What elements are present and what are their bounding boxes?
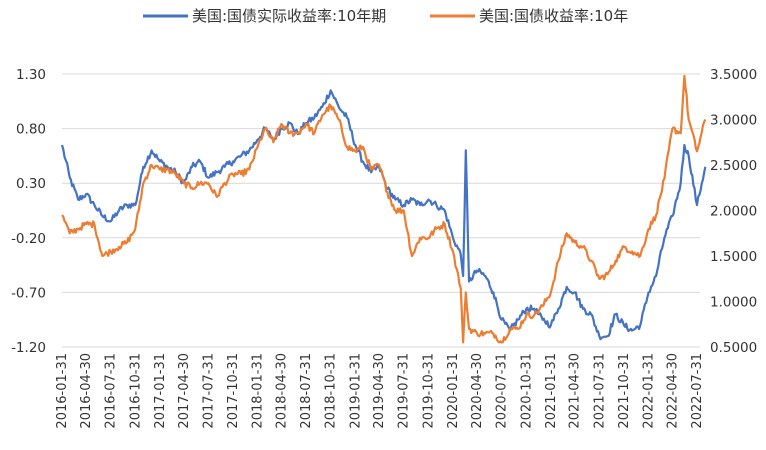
x-tick-label: 2022-04-30 xyxy=(665,353,680,429)
x-tick-label: 2020-10-31 xyxy=(519,353,534,429)
y-axis-right: 3.5000 3.0000 2.5000 2.0000 1.5000 1.0000 0.50… xyxy=(710,67,757,356)
x-tick-label: 2016-04-30 xyxy=(79,353,94,429)
x-tick-label: 2021-10-31 xyxy=(617,353,632,429)
series-line-0 xyxy=(60,89,707,341)
x-axis: 2016-01-31 2016-04-30 2016-07-31 2016-10-31… xyxy=(55,353,705,429)
legend-label-nominal-yield: 美国:国债收益率:10年 xyxy=(479,7,628,25)
series-line-1 xyxy=(61,74,707,344)
x-tick-label: 2020-04-30 xyxy=(470,353,485,429)
x-tick-label: 2021-01-31 xyxy=(544,353,559,429)
y-left-tick-label: -0.20 xyxy=(11,231,46,247)
x-tick-label: 2018-07-31 xyxy=(299,353,314,429)
y-right-tick-label: 0.5000 xyxy=(710,340,757,356)
y-axis-left: 1.30 0.80 0.30 -0.20 -0.70 -1.20 xyxy=(11,67,46,356)
x-tick-label: 2020-07-31 xyxy=(495,353,510,429)
y-right-tick-label: 2.5000 xyxy=(710,158,757,174)
series-layer xyxy=(60,74,707,344)
x-tick-label: 2018-04-30 xyxy=(274,353,289,429)
y-left-tick-label: 1.30 xyxy=(16,67,46,83)
x-tick-label: 2017-10-31 xyxy=(226,353,241,429)
y-right-tick-label: 1.0000 xyxy=(710,295,757,311)
legend-label-real-yield: 美国:国债实际收益率:10年期 xyxy=(192,7,386,25)
x-tick-label: 2022-07-31 xyxy=(690,353,705,429)
x-tick-label: 2021-04-30 xyxy=(568,353,583,429)
x-tick-label: 2018-01-31 xyxy=(251,353,266,429)
y-right-tick-label: 1.5000 xyxy=(710,249,757,265)
x-tick-label: 2019-04-30 xyxy=(372,353,387,429)
x-tick-label: 2019-10-31 xyxy=(421,353,436,429)
x-tick-label: 2017-07-31 xyxy=(201,353,216,429)
x-tick-label: 2016-07-31 xyxy=(104,353,119,429)
legend: 美国:国债实际收益率:10年期 美国:国债收益率:10年 xyxy=(143,7,628,25)
y-left-tick-label: 0.80 xyxy=(16,122,46,138)
x-tick-label: 2017-04-30 xyxy=(177,353,192,429)
x-tick-label: 2016-10-31 xyxy=(128,353,143,429)
y-left-tick-label: 0.30 xyxy=(16,176,46,192)
x-tick-label: 2021-07-31 xyxy=(592,353,607,429)
y-right-tick-label: 2.0000 xyxy=(710,204,757,220)
x-tick-label: 2019-01-31 xyxy=(348,353,363,429)
y-left-tick-label: -0.70 xyxy=(11,285,46,301)
y-right-tick-label: 3.0000 xyxy=(710,113,757,129)
x-tick-label: 2016-01-31 xyxy=(55,353,70,429)
y-left-tick-label: -1.20 xyxy=(11,340,46,356)
y-right-tick-label: 3.5000 xyxy=(710,67,757,83)
x-tick-label: 2020-01-31 xyxy=(446,353,461,429)
x-tick-label: 2018-10-31 xyxy=(324,353,339,429)
gridlines xyxy=(62,73,700,348)
x-tick-label: 2019-07-31 xyxy=(397,353,412,429)
x-tick-label: 2017-01-31 xyxy=(153,353,168,429)
x-tick-label: 2022-01-31 xyxy=(642,353,657,429)
